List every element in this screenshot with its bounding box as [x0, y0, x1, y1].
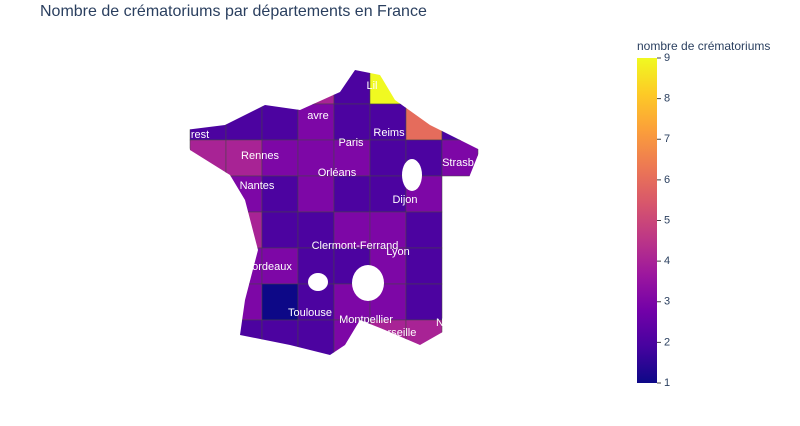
- city-label: avre: [307, 110, 328, 122]
- city-label: rseille: [388, 327, 417, 339]
- department: [297, 70, 335, 105]
- department: [297, 139, 335, 177]
- city-label: Toulouse: [288, 307, 332, 319]
- city-label: Dijon: [392, 194, 417, 206]
- department: [225, 139, 263, 177]
- city-label: rest: [191, 129, 209, 141]
- city-label: Strasb: [442, 157, 474, 169]
- department: [261, 175, 299, 213]
- tick-label: 1: [664, 377, 670, 389]
- city-label: Orléans: [318, 167, 357, 179]
- city-label: Lyon: [386, 246, 409, 258]
- tick-label: 6: [664, 174, 670, 186]
- department: [225, 103, 263, 141]
- department: [261, 139, 299, 177]
- department: [261, 103, 299, 141]
- department: [405, 247, 443, 285]
- department: [441, 103, 479, 141]
- colorbar: [637, 58, 657, 383]
- tick-label: 7: [664, 133, 670, 145]
- department: [441, 139, 479, 177]
- department: [261, 319, 299, 355]
- department: [369, 175, 407, 213]
- colorbar-title: nombre de crématoriums: [637, 39, 770, 53]
- tick-label: 3: [664, 296, 670, 308]
- city-label: Reims: [373, 127, 405, 139]
- department: [261, 211, 299, 249]
- city-label: Paris: [338, 137, 364, 149]
- department: [405, 103, 443, 141]
- department: [225, 319, 263, 355]
- department: [405, 283, 443, 321]
- city-label: Rennes: [241, 150, 279, 162]
- department: [225, 211, 263, 249]
- hole: [402, 159, 422, 191]
- chart-title: Nombre de crématoriums par départements …: [40, 3, 427, 20]
- tick-label: 8: [664, 93, 670, 105]
- department: [369, 103, 407, 141]
- tick-label: 9: [664, 52, 670, 64]
- department: [369, 139, 407, 177]
- city-label: Clermont-Ferrand: [312, 240, 399, 252]
- department: [297, 319, 335, 355]
- city-label: ordeaux: [252, 261, 292, 273]
- department: [405, 211, 443, 249]
- tick-label: 2: [664, 336, 670, 348]
- city-label: Nic: [436, 317, 452, 329]
- department: [297, 211, 335, 249]
- tick-label: 5: [664, 214, 670, 226]
- department: [333, 70, 371, 105]
- department: [261, 283, 299, 321]
- city-label: Montpellier: [339, 314, 393, 326]
- department: [333, 175, 371, 213]
- hole: [352, 265, 384, 301]
- map: [189, 70, 479, 355]
- tick-label: 4: [664, 255, 670, 267]
- hole: [308, 273, 328, 291]
- department: [333, 103, 371, 141]
- department: [297, 175, 335, 213]
- department: [225, 283, 263, 321]
- city-label: Lil: [366, 80, 377, 92]
- department: [189, 139, 227, 177]
- department: [261, 247, 299, 285]
- city-label: Nantes: [240, 180, 275, 192]
